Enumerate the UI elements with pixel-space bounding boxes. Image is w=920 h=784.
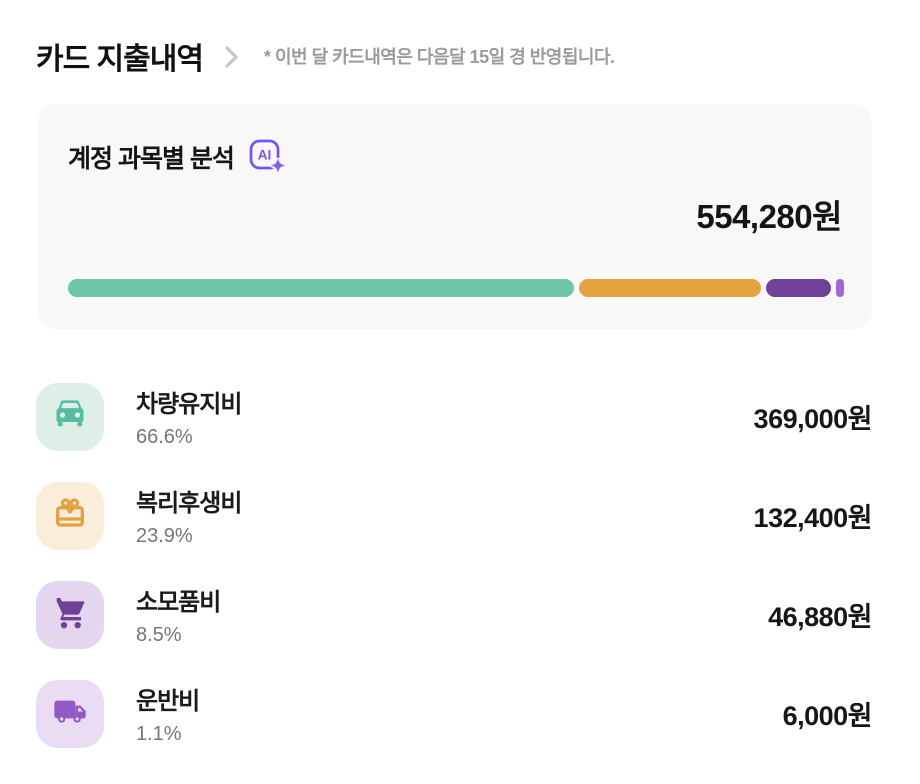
car-icon	[50, 394, 90, 439]
category-percent: 66.6%	[136, 426, 193, 449]
category-row[interactable]: 운반비 1.1% 6,000원	[36, 664, 873, 763]
category-row[interactable]: 소모품비 8.5% 46,880원	[36, 565, 872, 664]
category-label: 소모품비	[136, 589, 221, 617]
bar-segment-3	[835, 279, 844, 298]
total-amount: 554,280원	[696, 198, 842, 235]
gift-icon	[50, 493, 90, 538]
breadcrumb[interactable]: 카드 지출내역 * 이번 달 카드내역은 다음달 15일 경 반영됩니다.	[36, 34, 872, 78]
category-amount: 46,880원	[768, 602, 872, 633]
category-list: 차량유지비 66.6% 369,000원 복리후생비 23.9% 132,400…	[36, 367, 873, 763]
category-percent: 1.1%	[136, 723, 182, 746]
category-row[interactable]: 복리후생비 23.9% 132,400원	[36, 466, 873, 565]
category-stacked-bar	[68, 279, 844, 298]
category-percent: 8.5%	[136, 624, 182, 647]
category-amount: 369,000원	[753, 404, 873, 435]
card-expense-page: 카드 지출내역 * 이번 달 카드내역은 다음달 15일 경 반영됩니다. 계정…	[36, 34, 873, 763]
category-amount: 6,000원	[782, 701, 873, 732]
category-amount: 132,400원	[753, 503, 873, 534]
bar-segment-0	[68, 279, 575, 298]
card-title: 계정 과목별 분석	[68, 145, 235, 173]
category-percent: 23.9%	[136, 525, 193, 548]
category-row[interactable]: 차량유지비 66.6% 369,000원	[36, 367, 873, 466]
cart-icon	[50, 592, 90, 637]
category-label: 차량유지비	[136, 391, 242, 419]
account-category-summary-card: 계정 과목별 분석 AI 554,280원	[38, 104, 872, 330]
page-title: 카드 지출내역	[36, 43, 204, 76]
category-icon-box	[36, 679, 104, 748]
truck-icon	[50, 691, 90, 736]
category-icon-box	[36, 580, 104, 649]
category-icon-box	[36, 382, 104, 451]
chevron-right-icon[interactable]	[223, 43, 240, 71]
category-label: 운반비	[136, 688, 200, 716]
bar-segment-2	[766, 279, 831, 298]
category-icon-box	[36, 481, 104, 550]
reflection-note: * 이번 달 카드내역은 다음달 15일 경 반영됩니다.	[263, 47, 615, 67]
svg-text:AI: AI	[258, 148, 272, 163]
category-label: 복리후생비	[136, 490, 242, 518]
bar-segment-1	[579, 279, 762, 298]
ai-sparkle-icon: AI	[248, 138, 288, 176]
